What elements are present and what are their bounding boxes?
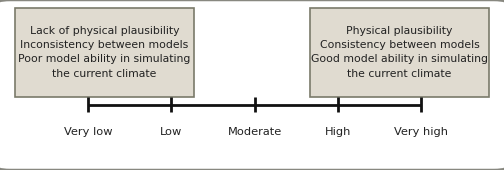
Text: Lack of physical plausibility
Inconsistency between models
Poor model ability in: Lack of physical plausibility Inconsiste… (18, 26, 191, 79)
Text: Very high: Very high (394, 127, 448, 137)
Text: Very low: Very low (64, 127, 112, 137)
Text: Low: Low (160, 127, 182, 137)
Text: Moderate: Moderate (227, 127, 282, 137)
Text: High: High (325, 127, 351, 137)
FancyBboxPatch shape (310, 8, 489, 97)
FancyBboxPatch shape (15, 8, 194, 97)
Text: Physical plausibility
Consistency between models
Good model ability in simulatin: Physical plausibility Consistency betwee… (311, 26, 488, 79)
